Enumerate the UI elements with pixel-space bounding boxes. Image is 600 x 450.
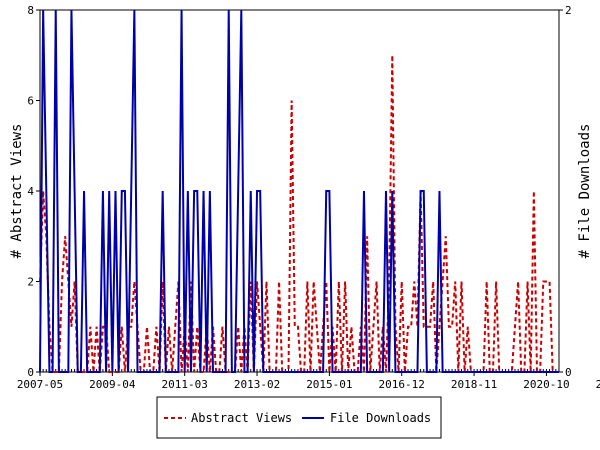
legend: Abstract Views File Downloads [156,396,442,439]
series-layer [39,9,559,373]
y-axis-right-title: # File Downloads [577,124,593,259]
x-tick-label: 2022-09 [596,378,600,391]
y-left-tick-label: 2 [27,276,34,289]
series-line-file-downloads [39,9,559,373]
y-axis-left-ticks: 0 2 4 6 8 [27,4,40,379]
x-tick-label: 2011-03 [162,378,208,391]
x-tick-label: 2009-04 [89,378,136,391]
x-tick-label: 2013-02 [234,378,280,391]
x-tick-label: 2015-01 [306,378,352,391]
y-right-tick-label: 2 [565,4,572,17]
y-left-tick-label: 0 [27,366,34,379]
x-tick-label: 2020-10 [523,378,569,391]
y-left-tick-label: 4 [27,185,34,198]
x-tick-label: 2016-12 [379,378,425,391]
y-axis-right-ticks: 02 [559,4,572,379]
y-axis-left-title: # Abstract Views [9,124,25,259]
legend-box [156,396,442,439]
legend-label-abstract-views: Abstract Views [191,411,292,425]
y-left-tick-label: 6 [27,95,34,108]
x-tick-label: 2007-05 [17,378,63,391]
y-left-tick-label: 8 [27,4,34,17]
x-tick-label: 2018-11 [451,378,497,391]
y-right-tick-label: 0 [565,366,572,379]
legend-label-file-downloads: File Downloads [330,411,431,425]
